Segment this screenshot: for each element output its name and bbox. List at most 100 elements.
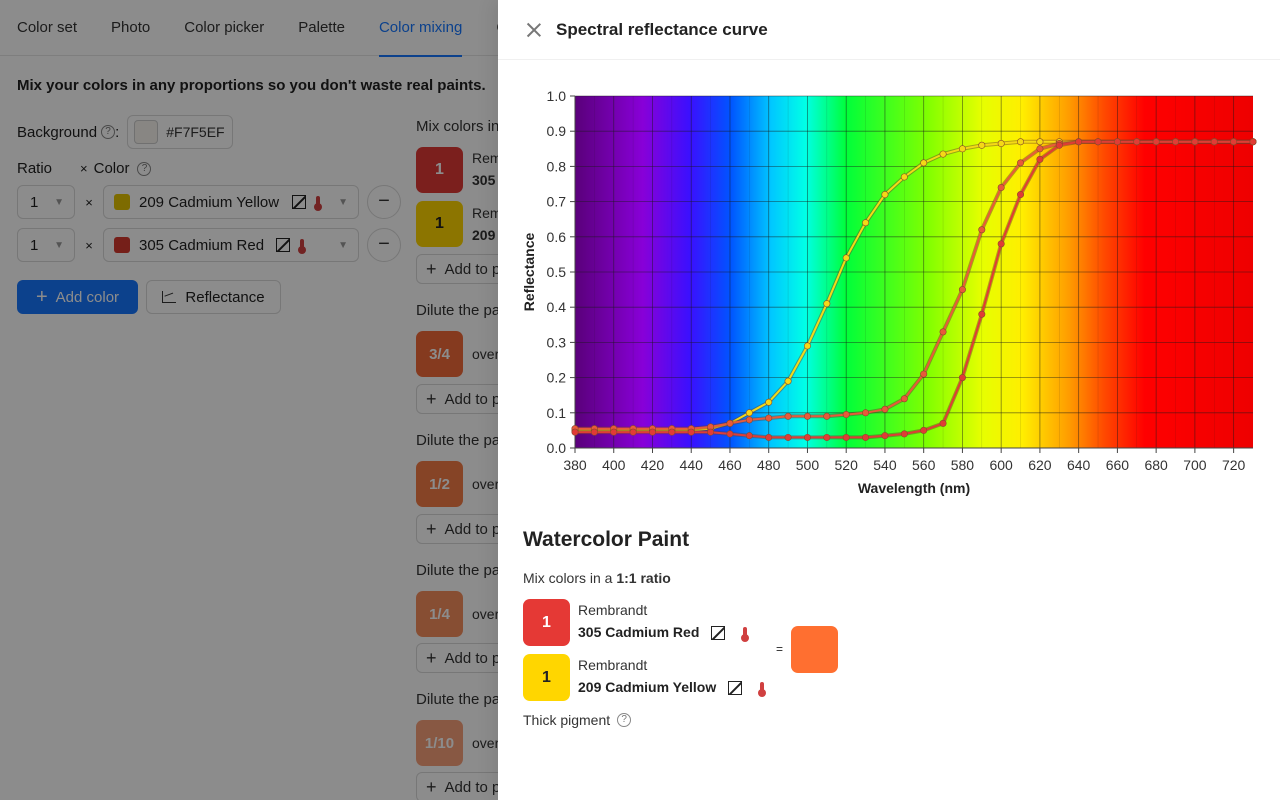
- data-point: [958, 286, 966, 294]
- add-to-label: Add to p: [444, 390, 501, 408]
- ratio-select[interactable]: 1 ▼: [17, 228, 75, 262]
- data-point: [823, 433, 831, 441]
- help-icon[interactable]: ?: [137, 161, 152, 176]
- plus-icon: +: [426, 647, 437, 668]
- data-point: [1210, 138, 1218, 146]
- dilution-text: over: [472, 346, 500, 362]
- add-to-palette-button[interactable]: + Add to p: [416, 643, 506, 673]
- ratio-select[interactable]: 1 ▼: [17, 185, 75, 219]
- data-point: [920, 370, 928, 378]
- tab-color-picker[interactable]: Color picker: [184, 19, 265, 36]
- data-point: [1017, 159, 1025, 167]
- x-axis-label: Wavelength (nm): [858, 480, 970, 496]
- color-dot: [114, 237, 130, 253]
- reflectance-drawer: Spectral reflectance curve: [498, 0, 1280, 800]
- ratio-value: 1: [30, 236, 39, 254]
- equals-sign: =: [776, 642, 784, 656]
- data-point: [726, 419, 734, 427]
- add-color-button[interactable]: + Add color: [17, 280, 138, 314]
- x-tick-label: 600: [989, 457, 1013, 473]
- add-to-palette-button[interactable]: + Add to p: [416, 254, 506, 284]
- opacity-icon: [292, 195, 307, 209]
- x-tick-label: 460: [718, 457, 742, 473]
- data-point: [920, 426, 928, 434]
- data-point: [803, 412, 811, 420]
- x-tick-label: 540: [873, 457, 897, 473]
- plus-icon: +: [426, 388, 437, 409]
- data-point: [765, 433, 773, 441]
- x-tick-label: 620: [1028, 457, 1052, 473]
- help-icon[interactable]: ?: [101, 125, 116, 139]
- data-point: [803, 433, 811, 441]
- help-icon[interactable]: ?: [617, 713, 632, 727]
- data-point: [997, 140, 1005, 148]
- tab-palette[interactable]: Palette: [298, 19, 345, 36]
- thick-pigment: Thick pigment ?: [523, 712, 632, 728]
- color-dot: [114, 194, 130, 210]
- drawer-header: Spectral reflectance curve: [498, 0, 1280, 60]
- close-icon[interactable]: [526, 22, 542, 38]
- data-point: [881, 432, 889, 440]
- color-select[interactable]: 305 Cadmium Red ▼: [103, 228, 359, 262]
- dilute-heading: Dilute the pa: [416, 432, 501, 449]
- ratio-header: Ratio × Color ?: [17, 160, 152, 177]
- plus-icon: +: [426, 258, 437, 279]
- background-swatch: [134, 120, 159, 144]
- data-point: [1191, 138, 1199, 146]
- add-to-label: Add to p: [444, 649, 501, 667]
- data-point: [900, 173, 908, 181]
- y-tick-label: 0.8: [547, 158, 567, 174]
- data-point: [1017, 138, 1025, 146]
- mix-row-1: 1 ▼ × 209 Cadmium Yellow ▼ −: [17, 185, 401, 219]
- data-point: [1152, 138, 1160, 146]
- data-point: [997, 184, 1005, 192]
- paint-name-text: 305 Cadmium Red: [578, 624, 700, 640]
- color-name: 305 Cadmium Red: [139, 236, 265, 254]
- paint-number: 209: [472, 227, 496, 243]
- data-point: [958, 374, 966, 382]
- color-select[interactable]: 209 Cadmium Yellow ▼: [103, 185, 359, 219]
- background-label: Background: [17, 123, 98, 141]
- y-axis-label: Reflectance: [521, 232, 537, 311]
- add-to-label: Add to p: [444, 260, 501, 278]
- opacity-icon: [276, 238, 291, 252]
- tab-color-mixing[interactable]: Color mixing: [378, 0, 463, 57]
- mix-row-2: 1 ▼ × 305 Cadmium Red ▼ −: [17, 228, 401, 262]
- add-to-palette-button[interactable]: + Add to p: [416, 772, 506, 800]
- x-tick-label: 420: [641, 457, 665, 473]
- y-tick-label: 1.0: [547, 88, 567, 104]
- reflectance-chart-svg: 380 400 420 440 460 480 500 520 540 560 580 600 620 6…: [521, 88, 1257, 496]
- dilute-heading: Dilute the pa: [416, 302, 501, 319]
- data-point: [823, 300, 831, 308]
- data-point: [1055, 141, 1063, 149]
- remove-color-button[interactable]: −: [367, 228, 401, 262]
- add-color-label: Add color: [55, 288, 120, 306]
- thermometer-icon: [298, 239, 307, 254]
- line-chart-icon: [162, 291, 177, 303]
- plus-icon: +: [426, 776, 437, 797]
- dilution-text: over: [472, 606, 500, 622]
- data-point: [784, 377, 792, 385]
- y-tick-label: 0.5: [547, 264, 567, 280]
- result-swatch: [791, 626, 838, 673]
- add-to-palette-button[interactable]: + Add to p: [416, 384, 506, 414]
- paint-chip: 1: [416, 147, 463, 193]
- background-row: Background ?: #F7F5EF: [17, 115, 234, 149]
- add-to-palette-button[interactable]: + Add to p: [416, 514, 506, 544]
- data-point: [842, 411, 850, 419]
- data-point: [803, 342, 811, 350]
- data-point: [920, 159, 928, 167]
- data-point: [842, 254, 850, 262]
- times-sign: ×: [85, 194, 93, 210]
- y-tick-label: 0.1: [547, 405, 567, 421]
- intro-text: Mix your colors in any proportions so yo…: [17, 77, 486, 94]
- times-sign: ×: [85, 237, 93, 253]
- remove-color-button[interactable]: −: [367, 185, 401, 219]
- tab-photo[interactable]: Photo: [111, 19, 151, 36]
- paint-name: 209 Cadmium Yellow: [578, 679, 767, 698]
- background-color-field[interactable]: #F7F5EF: [127, 115, 234, 149]
- tab-color-set[interactable]: Color set: [17, 19, 78, 36]
- x-tick-label: 640: [1067, 457, 1091, 473]
- y-tick-label: 0.4: [547, 299, 567, 315]
- reflectance-button[interactable]: Reflectance: [146, 280, 281, 314]
